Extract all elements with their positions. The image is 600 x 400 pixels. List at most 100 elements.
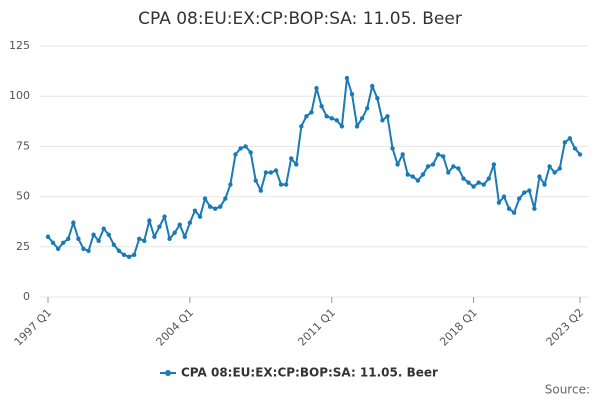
point [471,184,476,189]
point [415,178,421,183]
series-line [47,77,581,258]
point [506,206,512,211]
point [86,248,91,254]
point [258,188,263,193]
x-tick-label: 2023 Q2 [544,306,587,349]
point [137,236,142,241]
y-tick-label: 100 [9,89,30,102]
point [243,144,248,149]
point [101,226,106,231]
point [111,242,117,247]
point [395,162,400,167]
point [218,204,223,209]
point [380,118,385,123]
point [456,166,461,171]
point [537,174,542,179]
point [385,114,390,119]
point [304,114,309,119]
point [294,162,299,167]
point [157,224,162,229]
point [309,110,314,115]
point [61,240,66,245]
x-tick-label: 2011 Q1 [295,306,338,349]
point [121,252,127,258]
point [96,238,101,243]
point [567,136,573,141]
point [400,152,405,157]
x-tick-label: 1997 Q1 [12,306,55,349]
point [177,222,182,227]
point [370,83,375,89]
point [410,174,415,179]
point [365,106,370,111]
point [577,152,583,157]
point [314,85,319,91]
point [147,218,152,223]
point [425,164,431,169]
point [532,206,537,211]
point [562,140,567,145]
point [299,124,304,129]
point [142,238,147,243]
point [71,220,76,225]
point [167,236,172,241]
point [253,178,258,183]
legend-label: CPA 08:EU:EX:CP:BOP:SA: 11.05. Beer [181,366,438,380]
y-tick-label: 125 [9,39,30,52]
point [278,182,284,187]
point [466,180,471,185]
point [461,176,466,181]
point [486,176,491,181]
point [517,196,522,201]
point [268,170,274,175]
point [233,152,238,157]
point [202,196,208,201]
point [375,96,380,101]
point [319,104,324,109]
point [552,170,557,175]
y-tick-label: 75 [16,139,30,152]
point [441,154,446,159]
point [496,200,502,205]
point [172,230,177,235]
point [126,254,132,260]
chart-title: CPA 08:EU:EX:CP:BOP:SA: 11.05. Beer [138,9,462,29]
point [324,114,329,119]
point [481,182,486,187]
point [572,146,578,151]
point [45,234,51,239]
point [131,252,137,258]
point [542,182,547,187]
point [349,91,355,97]
point [344,75,350,81]
point [547,164,552,169]
point [390,146,395,151]
y-tick-label: 0 [23,290,30,303]
point [197,214,203,219]
x-tick-label: 2018 Q1 [437,306,480,349]
point [501,194,507,199]
point [76,236,81,241]
point [187,220,193,225]
point [182,234,187,239]
point [339,124,345,129]
point [248,150,253,155]
point [263,170,269,175]
point [55,246,61,252]
point [91,232,96,237]
point [405,172,410,177]
point [207,204,213,209]
point [192,208,198,213]
point [162,214,167,219]
legend-dot [165,370,171,376]
point [451,164,456,169]
point [213,206,218,211]
point [116,248,122,254]
point [435,152,441,157]
point [81,246,86,252]
point [359,116,365,121]
y-tick-label: 50 [16,190,30,203]
point [273,168,279,173]
point [283,182,289,187]
